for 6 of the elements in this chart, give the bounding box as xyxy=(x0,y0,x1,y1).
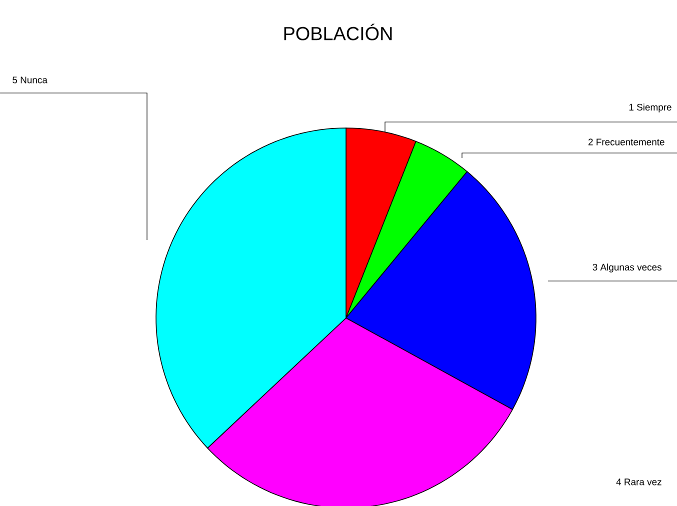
slice-label: 4 Rara vez xyxy=(616,478,662,486)
chart-title: POBLACIÓN xyxy=(284,24,392,40)
slice-label: 1 Siempre xyxy=(629,104,672,112)
slice-label: 3 Algunas veces xyxy=(592,264,662,272)
slice-label: 5 Nunca xyxy=(12,76,48,84)
slice-label: 2 Frecuentemente xyxy=(588,138,664,146)
